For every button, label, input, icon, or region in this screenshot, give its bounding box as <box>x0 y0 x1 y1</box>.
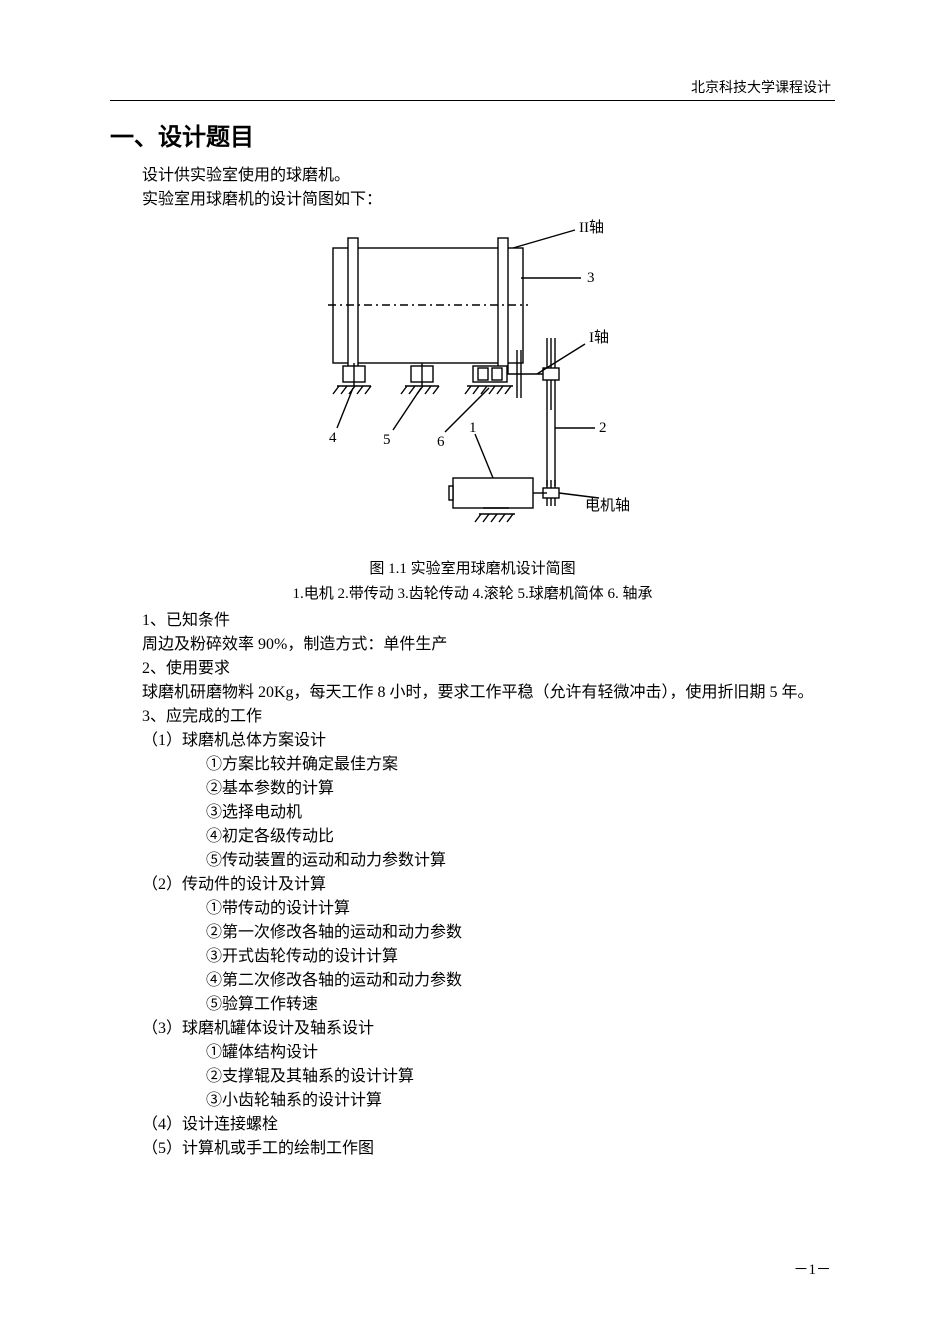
sec3-i3-b: ②支撑辊及其轴系的设计计算 <box>110 1065 835 1089</box>
diagram-svg: II轴 3 I轴 2 电机轴 1 4 5 6 <box>303 218 643 548</box>
sec3-i5-h: （5）计算机或手工的绘制工作图 <box>110 1137 835 1161</box>
sec3-i2-b: ②第一次修改各轴的运动和动力参数 <box>110 921 835 945</box>
label-shaft-2: II轴 <box>579 219 604 236</box>
page-number: －1－ <box>793 1259 831 1282</box>
sec3-i3-h: （3）球磨机罐体设计及轴系设计 <box>110 1017 835 1041</box>
sec3-i1-b: ②基本参数的计算 <box>110 777 835 801</box>
label-6: 6 <box>437 434 445 450</box>
document-body: 一、设计题目 设计供实验室使用的球磨机。 实验室用球磨机的设计简图如下： <box>110 120 835 1161</box>
label-4: 4 <box>329 430 337 446</box>
sec1-line1: 周边及粉碎效率 90%，制造方式：单件生产 <box>110 633 835 657</box>
label-2: 2 <box>599 420 607 436</box>
figure-caption: 图 1.1 实验室用球磨机设计简图 <box>110 558 835 581</box>
label-motor-shaft: 电机轴 <box>585 497 630 514</box>
page: 北京科技大学课程设计 一、设计题目 设计供实验室使用的球磨机。 实验室用球磨机的… <box>0 0 945 1337</box>
label-5: 5 <box>383 432 391 448</box>
sec2-line1: 球磨机研磨物料 20Kg，每天工作 8 小时，要求工作平稳（允许有轻微冲击），使… <box>110 681 835 705</box>
section-title: 一、设计题目 <box>110 120 835 156</box>
label-shaft-1: I轴 <box>589 329 609 346</box>
label-1: 1 <box>469 420 477 436</box>
sec3-i1-e: ⑤传动装置的运动和动力参数计算 <box>110 849 835 873</box>
header-rule <box>110 100 835 101</box>
sec2-heading: 2、使用要求 <box>110 657 835 681</box>
intro-line-1: 设计供实验室使用的球磨机。 <box>110 164 835 188</box>
sec3-i2-a: ①带传动的设计计算 <box>110 897 835 921</box>
label-3: 3 <box>587 270 595 286</box>
figure-1-1: II轴 3 I轴 2 电机轴 1 4 5 6 图 1.1 实验室用球磨机设计简图… <box>110 218 835 605</box>
sec3-i1-h: （1）球磨机总体方案设计 <box>110 729 835 753</box>
sec3-i4-h: （4）设计连接螺栓 <box>110 1113 835 1137</box>
sec1-heading: 1、已知条件 <box>110 609 835 633</box>
sec3-i2-e: ⑤验算工作转速 <box>110 993 835 1017</box>
sec3-i2-d: ④第二次修改各轴的运动和动力参数 <box>110 969 835 993</box>
sec3-i3-a: ①罐体结构设计 <box>110 1041 835 1065</box>
intro-line-2: 实验室用球磨机的设计简图如下： <box>110 188 835 212</box>
sec3-i1-d: ④初定各级传动比 <box>110 825 835 849</box>
sec3-i3-c: ③小齿轮轴系的设计计算 <box>110 1089 835 1113</box>
figure-legend: 1.电机 2.带传动 3.齿轮传动 4.滚轮 5.球磨机简体 6. 轴承 <box>110 583 835 606</box>
sec3-i1-c: ③选择电动机 <box>110 801 835 825</box>
sec3-i2-c: ③开式齿轮传动的设计计算 <box>110 945 835 969</box>
sec3-heading: 3、应完成的工作 <box>110 705 835 729</box>
header-institution: 北京科技大学课程设计 <box>691 78 831 99</box>
sec3-i1-a: ①方案比较并确定最佳方案 <box>110 753 835 777</box>
sec3-i2-h: （2）传动件的设计及计算 <box>110 873 835 897</box>
